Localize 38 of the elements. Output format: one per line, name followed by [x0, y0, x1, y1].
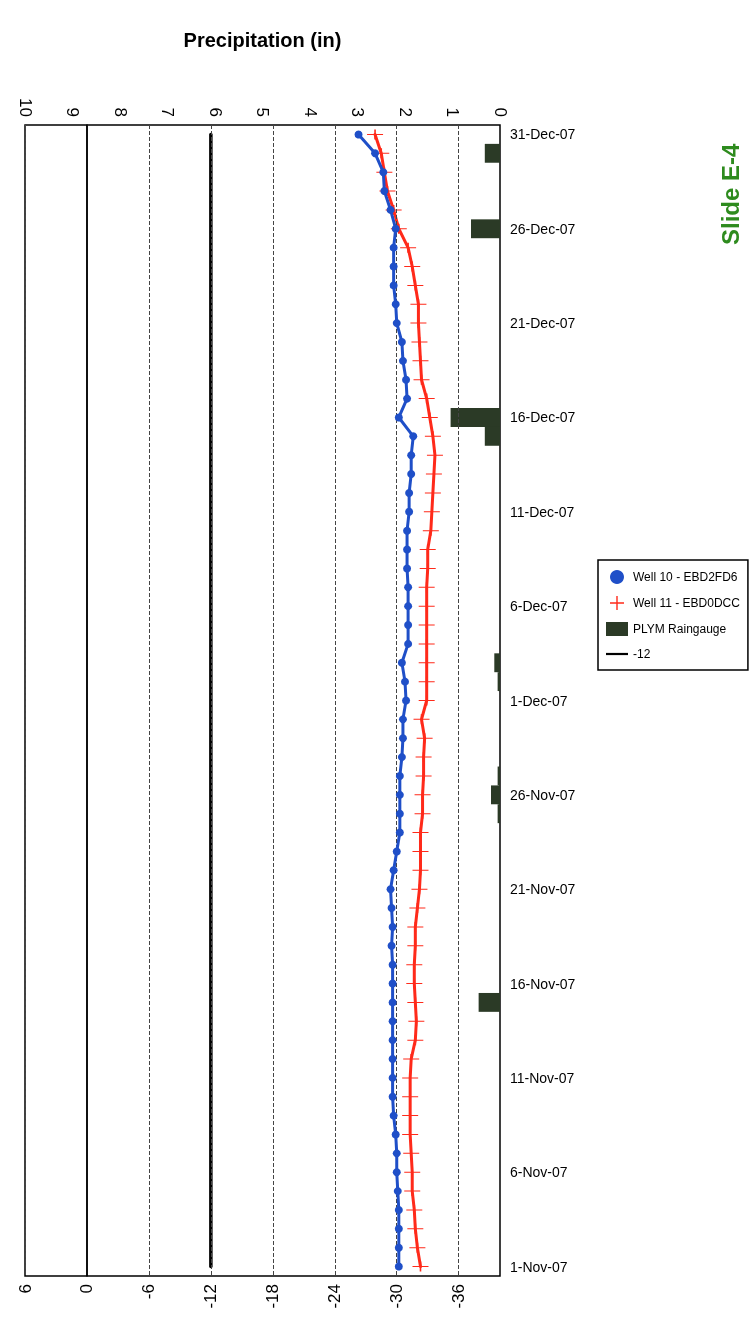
x-tick-label: 6: [15, 1284, 35, 1294]
y-tick-label: 21-Nov-07: [510, 881, 576, 898]
x-tick-label: -24: [325, 1284, 345, 1309]
x-tick-label: 0: [77, 1284, 97, 1294]
y-tick-label: 16-Dec-07: [510, 409, 576, 426]
x-tick-label: -12: [201, 1284, 221, 1309]
x2-tick-label: 4: [300, 107, 320, 117]
y-tick-label: 26-Nov-07: [510, 786, 576, 803]
x2-tick-label: 5: [253, 107, 272, 117]
y-tick-label: 11-Dec-07: [510, 503, 575, 520]
y-tick-label: 6-Nov-07: [510, 1164, 568, 1181]
legend-label: Well 10 - EBD2FD6: [633, 570, 738, 584]
y-tick-label: 21-Dec-07: [510, 315, 576, 332]
x2-axis-title: Precipitation (in): [183, 29, 342, 51]
y-tick-label: 16-Nov-07: [510, 975, 576, 992]
x2-tick-label: 8: [110, 107, 130, 117]
x2-tick-label: 2: [395, 107, 415, 117]
legend-label: -12: [633, 647, 651, 661]
x2-tick-label: 9: [63, 107, 82, 117]
x2-tick-label: 10: [15, 98, 35, 117]
legend-label: PLYM Raingauge: [633, 622, 727, 636]
y-tick-label: 26-Dec-07: [510, 220, 576, 237]
x2-tick-label: 6: [205, 107, 225, 117]
y-tick-label: 6-Dec-07: [510, 598, 568, 615]
y-tick-label: 1-Nov-07: [510, 1258, 568, 1275]
y-tick-label: 1-Dec-07: [510, 692, 568, 709]
x2-tick-label: 0: [490, 107, 510, 117]
x2-tick-label: 7: [158, 107, 177, 117]
x-tick-label: -6: [139, 1284, 159, 1300]
x2-tick-label: 3: [348, 107, 367, 117]
text: Slide E-4: [716, 142, 744, 245]
x-tick-label: -30: [387, 1284, 407, 1309]
x-tick-label: -36: [449, 1284, 469, 1309]
y-tick-label: 11-Nov-07: [510, 1069, 575, 1086]
legend-label: Well 11 - EBD0DCC: [633, 596, 741, 610]
y-tick-label: 31-Dec-07: [510, 126, 576, 143]
x-tick-label: -18: [263, 1284, 283, 1309]
x2-tick-label: 1: [443, 107, 462, 117]
